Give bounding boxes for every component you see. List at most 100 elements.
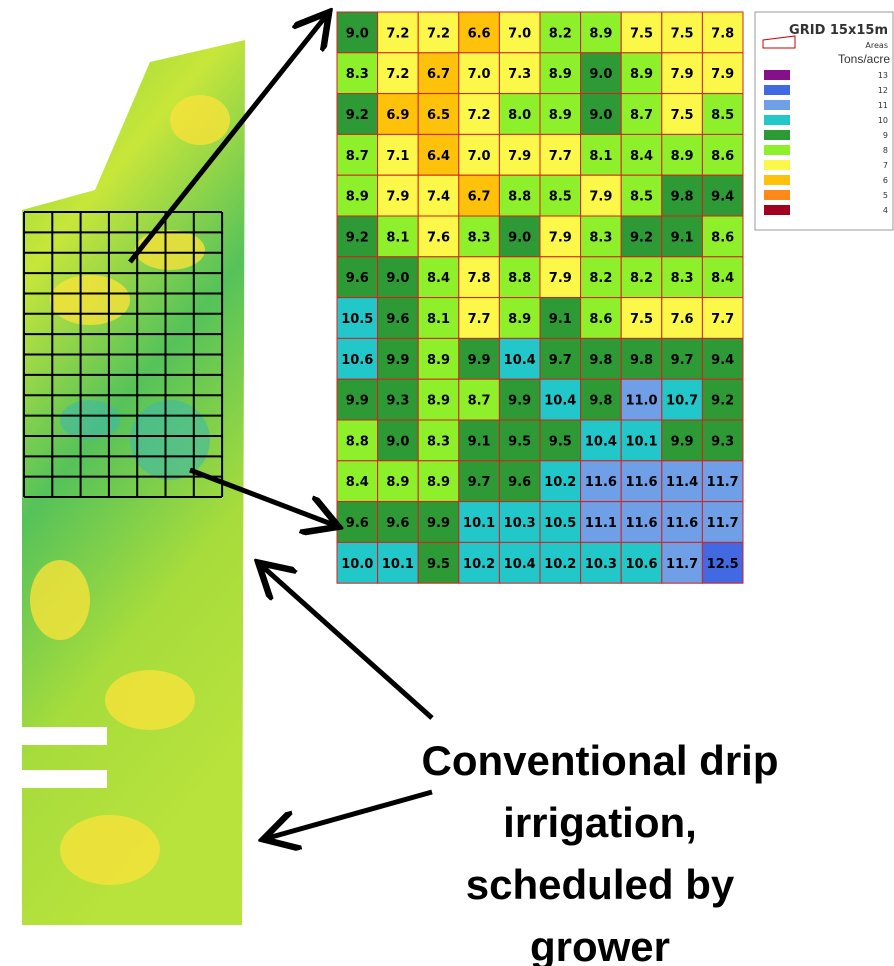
cell-value: 10.6 [625,557,657,572]
legend-label: 12 [878,86,888,95]
cell-value: 10.1 [463,516,495,531]
cell-value: 6.4 [427,149,450,164]
legend-swatch [764,115,790,125]
legend-label: 7 [883,161,888,170]
cell-value: 8.1 [386,230,409,245]
cell-value: 7.2 [386,67,409,82]
legend-label: 8 [883,146,888,155]
cell-value: 9.3 [386,394,409,409]
cell-value: 9.7 [549,353,572,368]
cell-value: 8.9 [427,394,450,409]
cell-value: 8.4 [711,271,734,286]
cell-value: 8.6 [711,230,734,245]
cell-value: 10.4 [504,353,536,368]
cell-value: 10.5 [544,516,576,531]
cell-value: 7.5 [671,108,694,123]
cell-value: 6.7 [427,67,450,82]
cell-value: 9.2 [711,394,734,409]
cell-value: 9.6 [508,475,531,490]
cell-value: 7.7 [711,312,734,327]
legend-areas: Areas [865,41,888,50]
cell-value: 9.1 [671,230,694,245]
cell-value: 9.7 [468,475,491,490]
cell-value: 8.3 [427,434,450,449]
page: 9.07.27.26.67.08.28.97.57.57.88.37.26.77… [0,0,894,966]
cell-value: 10.0 [341,557,373,572]
cell-value: 7.9 [508,149,531,164]
cell-value: 7.5 [630,26,653,41]
legend: GRID 15x15m Areas Tons/acre 131211109876… [755,12,893,230]
cell-value: 8.7 [630,108,653,123]
cell-value: 11.7 [666,557,698,572]
cell-value: 7.5 [671,26,694,41]
legend-label: 4 [883,206,888,215]
cell-value: 7.9 [549,271,572,286]
cell-value: 8.4 [346,475,369,490]
cell-value: 8.8 [508,271,531,286]
legend-swatch [764,70,790,80]
cell-value: 9.0 [386,271,409,286]
cell-value: 6.7 [468,190,491,205]
cell-value: 8.5 [711,108,734,123]
cell-value: 10.6 [341,353,373,368]
cell-value: 7.7 [549,149,572,164]
cell-value: 7.9 [671,67,694,82]
cell-value: 9.1 [549,312,572,327]
legend-label: 6 [883,176,888,185]
cell-value: 11.0 [625,394,657,409]
cell-value: 6.5 [427,108,450,123]
cell-value: 6.6 [468,26,491,41]
cell-value: 9.6 [386,312,409,327]
cell-value: 8.9 [427,353,450,368]
cell-value: 6.9 [386,108,409,123]
cell-value: 7.6 [427,230,450,245]
cell-value: 8.4 [427,271,450,286]
cell-value: 8.9 [549,108,572,123]
cell-value: 7.0 [508,26,531,41]
legend-swatch [764,205,790,215]
cell-value: 7.5 [630,312,653,327]
cell-value: 7.6 [671,312,694,327]
legend-label: 9 [883,131,888,140]
gap [22,727,107,745]
cell-value: 10.3 [504,516,536,531]
cell-value: 10.1 [382,557,414,572]
cell-value: 9.0 [589,108,612,123]
legend-label: 10 [878,116,888,125]
cell-value: 7.9 [386,190,409,205]
cell-value: 9.9 [508,394,531,409]
cell-value: 7.9 [711,67,734,82]
caption: Conventional dripirrigation,scheduled by… [422,737,779,966]
caption-line: grower [530,923,670,966]
cell-value: 8.6 [589,312,612,327]
cell-value: 8.5 [549,190,572,205]
cell-value: 9.0 [346,26,369,41]
caption-line: scheduled by [466,861,735,908]
field-map [22,40,245,925]
cell-value: 8.5 [630,190,653,205]
cell-value: 11.6 [625,516,657,531]
cell-value: 9.5 [549,434,572,449]
cell-value: 9.8 [589,394,612,409]
cell-value: 9.2 [346,230,369,245]
arrow [268,792,432,838]
cell-value: 7.2 [386,26,409,41]
cell-value: 7.8 [711,26,734,41]
cell-value: 9.6 [346,271,369,286]
cell-value: 10.1 [625,434,657,449]
cell-value: 7.9 [589,190,612,205]
cell-value: 8.2 [589,271,612,286]
legend-label: 13 [878,71,888,80]
cell-value: 10.7 [666,394,698,409]
cell-value: 8.4 [630,149,653,164]
cell-value: 9.9 [346,394,369,409]
cell-value: 7.8 [468,271,491,286]
cell-value: 8.8 [508,190,531,205]
legend-title: GRID 15x15m [789,23,888,38]
cell-value: 8.3 [671,271,694,286]
arrow [262,566,432,718]
cell-value: 9.5 [508,434,531,449]
cell-value: 10.3 [585,557,617,572]
cell-value: 9.2 [630,230,653,245]
cell-value: 9.5 [427,557,450,572]
